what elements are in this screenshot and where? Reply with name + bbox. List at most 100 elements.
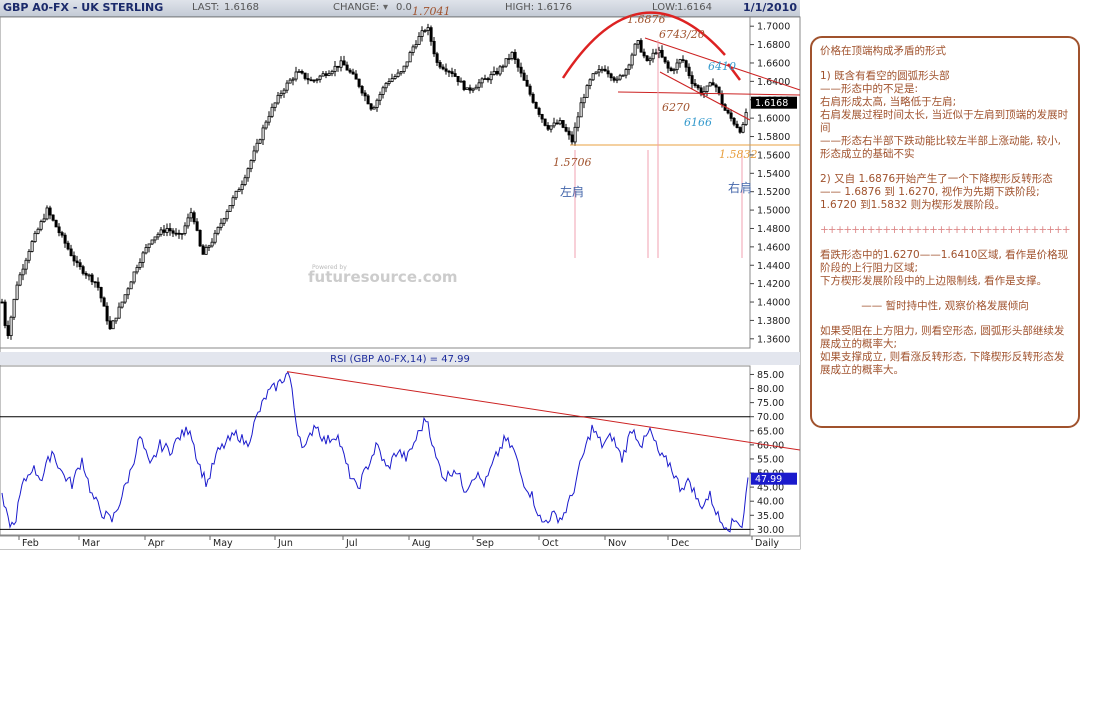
candle-body — [6, 325, 10, 337]
candle-body — [396, 72, 400, 77]
candle-body — [156, 233, 160, 238]
candle-body — [468, 87, 472, 91]
candle-body — [210, 241, 214, 247]
price-tick-label: 1.3800 — [757, 316, 790, 327]
candle-body — [384, 82, 388, 89]
candle-body — [30, 241, 34, 252]
month-label: Daily — [755, 538, 779, 549]
candle-body — [168, 228, 172, 232]
candle-body — [480, 78, 484, 84]
month-label: Apr — [148, 538, 165, 549]
candle-body — [255, 142, 259, 152]
candle-body — [507, 58, 511, 60]
candle-body — [714, 84, 718, 88]
candle-body — [450, 71, 454, 75]
wedge-lower-line — [659, 71, 751, 121]
candle-body — [717, 86, 721, 95]
candle-body — [456, 76, 460, 82]
candle-body — [633, 43, 637, 56]
rsi-tick-label: 85.00 — [757, 370, 784, 381]
note-line: 如果支撑成立, 则看涨反转形态, 下降楔形反转形态发展成立的概率大。 — [820, 351, 1065, 376]
candle-body — [444, 68, 448, 72]
candle-body — [678, 59, 682, 64]
candle-body — [24, 259, 28, 270]
candle-body — [222, 218, 226, 224]
candle-body — [348, 69, 352, 73]
candle-body — [648, 58, 652, 62]
candle-body — [192, 212, 196, 223]
candle-body — [174, 232, 178, 235]
month-label: May — [213, 538, 233, 549]
month-label: Jun — [277, 538, 293, 549]
last-label: LAST: — [192, 2, 220, 13]
candle-body — [351, 71, 355, 75]
price-tick-label: 1.6600 — [757, 58, 790, 69]
candle-body — [18, 274, 22, 286]
candle-body — [636, 40, 640, 45]
rsi-value-tag — [751, 472, 797, 485]
rsi-tick-label: 40.00 — [757, 497, 784, 508]
candle-body — [102, 297, 106, 307]
watermark-small: Powered by — [312, 264, 347, 271]
candle-body — [489, 74, 493, 81]
candle-body — [615, 78, 619, 81]
candle-body — [189, 212, 193, 219]
candle-body — [708, 82, 712, 87]
label-wedge-c: 6166 — [684, 116, 712, 129]
chart-header: GBP A0-FX - UK STERLING LAST: 1.6168 CHA… — [0, 0, 800, 17]
candle-body — [594, 71, 598, 75]
note-para-1: 1) 既含有看空的圆弧形头部 ——形态中的不足是: 右肩形成太高, 当略低于左肩… — [820, 70, 1070, 161]
candle-body — [693, 83, 697, 86]
candle-body — [27, 251, 31, 261]
candle-body — [591, 73, 595, 81]
candle-body — [48, 207, 52, 216]
candle-body — [651, 52, 655, 60]
candle-body — [36, 228, 40, 234]
candle-body — [741, 124, 745, 133]
candle-body — [300, 70, 304, 74]
note-line: 看跌形态中的1.6270——1.6410区域, 看作是价格现阶段的上行阻力区域; — [820, 249, 1069, 274]
candle-body — [246, 168, 250, 179]
candle-body — [39, 221, 43, 230]
month-label: Mar — [82, 538, 100, 549]
change-label: CHANGE: — [333, 2, 380, 13]
rsi-tick-label: 45.00 — [757, 483, 784, 494]
candle-body — [312, 79, 316, 82]
candle-body — [99, 287, 103, 299]
candle-body — [342, 60, 346, 66]
candle-body — [549, 125, 553, 130]
month-label: Dec — [671, 538, 689, 549]
resistance-line — [617, 91, 801, 96]
candle-body — [729, 112, 733, 119]
candle-body — [111, 320, 115, 330]
candle-body — [354, 73, 358, 80]
candle-body — [429, 27, 433, 42]
candle-body — [552, 122, 556, 127]
high-label: HIGH: — [505, 2, 535, 13]
low-label: LOW: — [652, 2, 678, 13]
candle-body — [618, 75, 622, 80]
candle-body — [336, 65, 340, 68]
candle-body — [474, 86, 478, 90]
candle-body — [738, 127, 742, 133]
symbol-title: GBP A0-FX - UK STERLING — [3, 1, 164, 14]
candle-body — [165, 228, 169, 233]
candle-body — [411, 46, 415, 53]
candle-body — [357, 78, 361, 87]
candle-body — [462, 80, 466, 90]
candle-body — [645, 55, 649, 62]
candle-body — [486, 78, 490, 81]
candle-body — [543, 118, 547, 126]
price-tick-label: 1.6800 — [757, 40, 790, 51]
candle-body — [561, 120, 565, 128]
price-tick-label: 1.5200 — [757, 187, 790, 198]
candle-body — [672, 69, 676, 72]
rounded-top-arc — [561, 11, 726, 79]
candle-body — [147, 243, 151, 248]
candle-body — [516, 59, 520, 68]
note-line: ——形态中的不足是: — [820, 83, 919, 95]
candle-body — [531, 93, 535, 103]
candle-body — [732, 117, 736, 125]
label-low-right: 1.5832 — [719, 148, 758, 161]
candle-body — [702, 91, 706, 95]
